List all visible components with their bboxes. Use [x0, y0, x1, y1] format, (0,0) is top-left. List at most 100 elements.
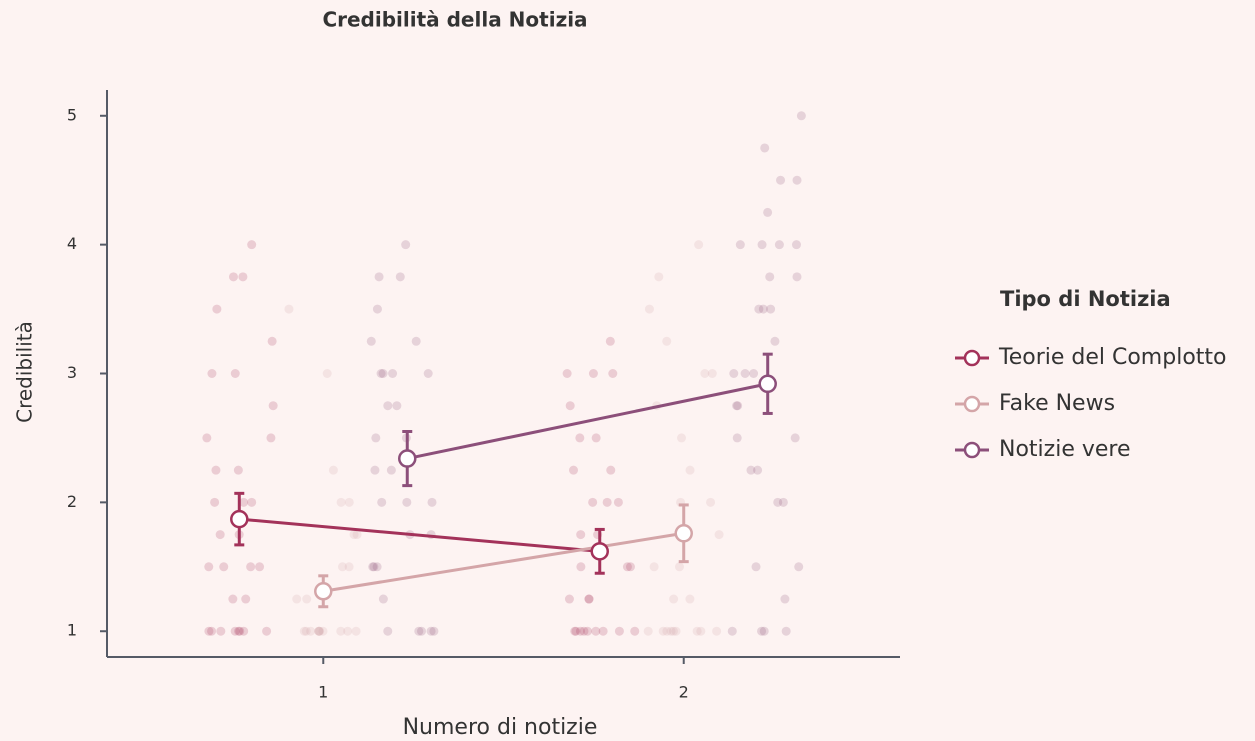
legend-title: Tipo di Notizia	[1000, 287, 1171, 311]
raw-point	[238, 272, 248, 282]
raw-point	[322, 369, 332, 378]
raw-point	[336, 497, 346, 507]
raw-point	[215, 530, 225, 540]
raw-point	[211, 465, 221, 475]
raw-point	[570, 626, 580, 636]
raw-point	[239, 497, 249, 507]
raw-point	[423, 369, 433, 378]
raw-point	[622, 562, 632, 572]
raw-point	[792, 175, 802, 185]
y-tick-label: 2	[67, 492, 77, 511]
raw-point	[654, 272, 664, 282]
raw-point	[591, 433, 601, 443]
raw-point	[371, 433, 381, 443]
raw-point	[401, 240, 411, 250]
raw-point	[247, 497, 257, 507]
raw-point	[204, 562, 214, 572]
raw-point	[306, 626, 316, 636]
raw-point	[781, 626, 791, 636]
raw-point	[402, 497, 412, 507]
raw-point	[625, 562, 635, 572]
x-axis-label: Numero di notizie	[403, 715, 598, 740]
raw-point	[662, 336, 672, 346]
raw-point	[662, 626, 672, 636]
raw-point	[564, 594, 574, 604]
raw-point	[714, 530, 724, 540]
raw-point	[228, 272, 238, 282]
raw-point	[571, 626, 581, 636]
raw-point	[674, 562, 684, 572]
raw-point	[427, 497, 437, 507]
raw-point	[644, 304, 654, 314]
raw-point	[376, 369, 386, 378]
raw-point	[796, 111, 806, 121]
raw-point	[692, 626, 702, 636]
raw-point	[780, 594, 790, 604]
raw-point	[576, 562, 586, 572]
raw-point	[765, 272, 775, 282]
raw-point	[732, 401, 742, 411]
raw-point	[369, 562, 379, 572]
raw-point	[374, 272, 384, 282]
raw-point	[292, 594, 302, 604]
raw-point	[388, 369, 398, 378]
mean-point	[398, 449, 417, 468]
raw-point	[643, 626, 653, 636]
raw-point	[733, 401, 743, 411]
raw-point	[588, 369, 598, 378]
raw-point	[247, 240, 257, 250]
raw-point	[649, 562, 659, 572]
raw-point	[207, 369, 217, 378]
raw-point	[377, 497, 387, 507]
raw-point	[352, 530, 362, 540]
series-line	[323, 531, 684, 593]
legend-label: Fake News	[999, 391, 1115, 416]
raw-point	[608, 369, 618, 378]
mean-point	[230, 509, 249, 529]
raw-point	[337, 562, 347, 572]
raw-point	[766, 304, 776, 314]
raw-point	[763, 207, 773, 217]
raw-point	[314, 626, 324, 636]
raw-point	[579, 626, 589, 636]
raw-point	[727, 626, 737, 636]
raw-point	[790, 433, 800, 443]
raw-point	[301, 626, 311, 636]
raw-point	[751, 562, 761, 572]
y-tick-label: 3	[67, 363, 77, 382]
raw-point	[565, 401, 575, 411]
raw-point	[671, 626, 681, 636]
raw-point	[668, 626, 678, 636]
raw-point	[575, 433, 585, 443]
raw-point	[749, 369, 759, 378]
mean-point	[758, 374, 777, 394]
y-tick-label: 5	[67, 105, 77, 124]
raw-point	[378, 369, 388, 378]
raw-point	[230, 369, 240, 378]
raw-point	[791, 240, 801, 250]
raw-point	[602, 497, 612, 507]
raw-point	[584, 594, 594, 604]
legend-marker	[963, 441, 981, 459]
raw-point	[372, 562, 382, 572]
raw-point	[233, 465, 243, 475]
series-line	[239, 517, 600, 553]
raw-point	[729, 369, 739, 378]
raw-point	[417, 626, 427, 636]
legend-label: Teorie del Complotto	[998, 345, 1227, 370]
raw-point	[349, 530, 359, 540]
raw-point	[606, 465, 616, 475]
raw-point	[613, 497, 623, 507]
raw-point	[429, 626, 439, 636]
raw-point	[284, 304, 294, 314]
series-line	[406, 382, 769, 461]
raw-point	[414, 626, 424, 636]
raw-point	[343, 626, 353, 636]
y-axis-label: Credibilità	[13, 321, 37, 423]
raw-point	[395, 272, 405, 282]
raw-point	[658, 626, 668, 636]
legend-marker	[963, 349, 981, 367]
raw-point	[383, 626, 393, 636]
raw-point	[706, 497, 716, 507]
raw-point	[386, 465, 396, 475]
